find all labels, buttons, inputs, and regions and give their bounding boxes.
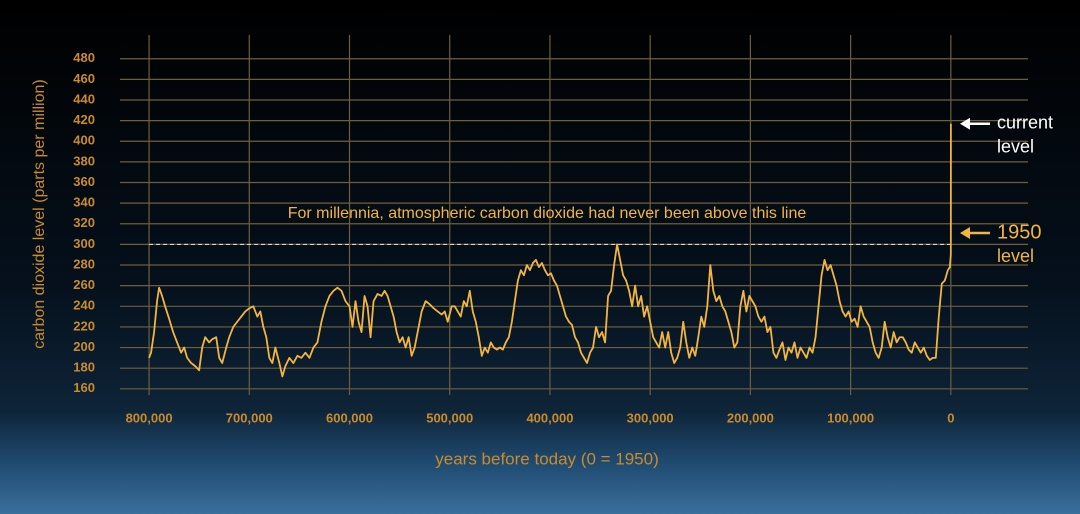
x-tick-label: 0 [947,410,954,425]
x-tick-label: 400,000 [526,410,573,425]
grid [120,35,1028,395]
x-tick-label: 500,000 [426,410,473,425]
y-tick-label: 320 [73,215,95,230]
y-tick-label: 440 [73,91,95,106]
y-tick-label: 260 [73,277,95,292]
y-tick-label: 180 [73,360,95,375]
y-tick-label: 460 [73,71,95,86]
x-tick-label: 600,000 [326,410,373,425]
x-tick-label: 800,000 [126,410,173,425]
annotation-arrowhead [960,227,970,240]
annotation-text: current [997,112,1053,132]
y-tick-label: 280 [73,256,95,271]
y-tick-label: 380 [73,153,95,168]
y-tick-label: 420 [73,112,95,127]
y-tick-label: 340 [73,195,95,210]
y-tick-label: 360 [73,174,95,189]
x-tick-label: 300,000 [627,410,674,425]
annotation-text: level [997,246,1034,266]
x-axis-title: years before today (0 = 1950) [435,449,659,468]
annotation-text: 1950 [997,221,1042,243]
co2-line [148,123,952,378]
y-tick-label: 220 [73,318,95,333]
x-tick-label: 200,000 [727,410,774,425]
annotation-text: level [997,136,1034,156]
x-tick-label: 100,000 [827,410,874,425]
y-tick-label: 240 [73,298,95,313]
annotation-arrowhead [960,117,970,130]
y-tick-label: 200 [73,339,95,354]
y-axis-title: carbon dioxide level (parts per million) [31,79,48,348]
y-tick-label: 400 [73,133,95,148]
x-tick-label: 700,000 [226,410,273,425]
y-tick-label: 300 [73,236,95,251]
y-tick-label: 160 [73,380,95,395]
reference-label: For millennia, atmospheric carbon dioxid… [288,205,807,222]
y-tick-label: 480 [73,50,95,65]
